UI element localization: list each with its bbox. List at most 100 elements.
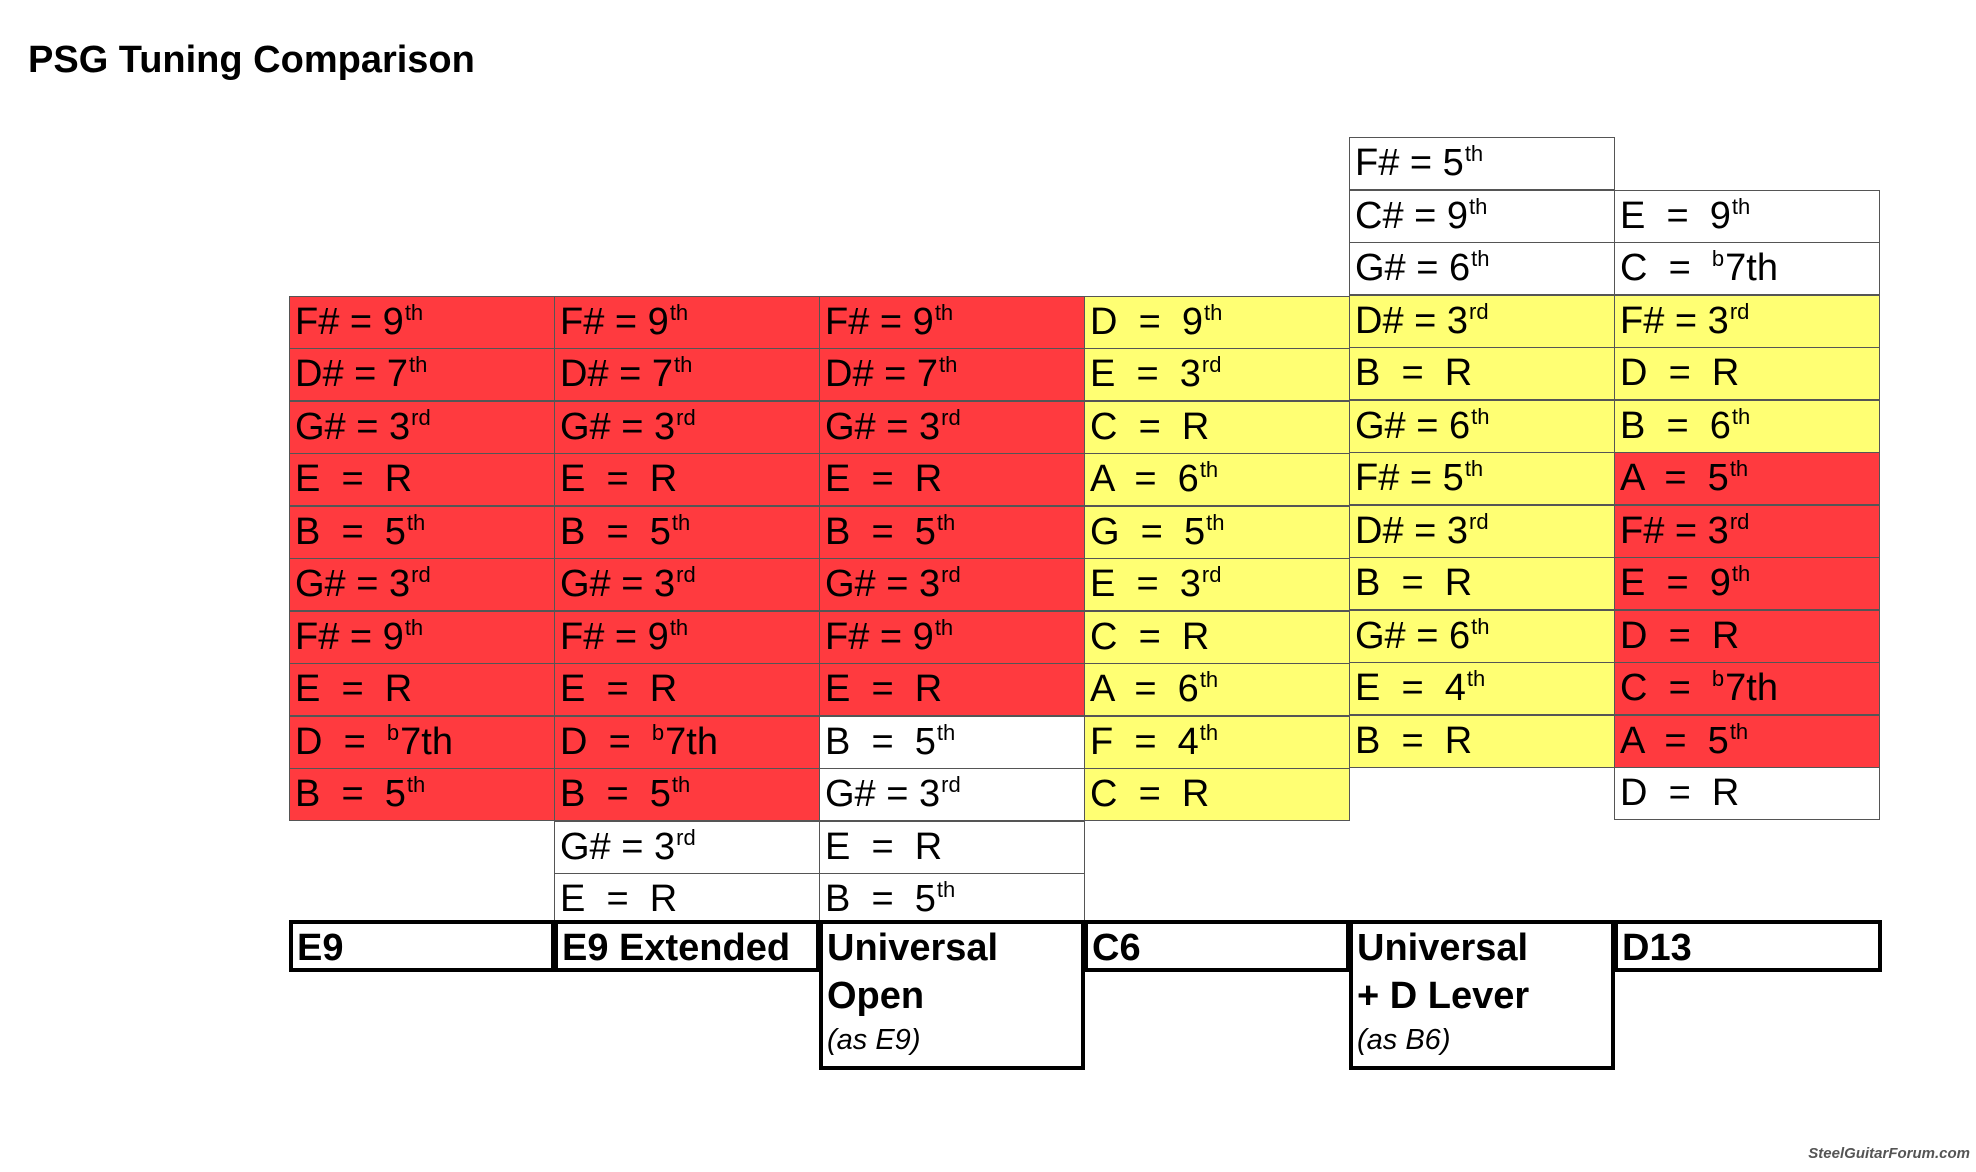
- ordinal-suffix: th: [1731, 403, 1751, 429]
- tuning-cell: C = b7th: [1614, 662, 1880, 715]
- note-name: E: [1620, 562, 1646, 604]
- ordinal-suffix: th: [669, 299, 689, 325]
- tuning-note: (as E9): [827, 1024, 921, 1056]
- interval-degree: 6: [1449, 614, 1471, 657]
- tuning-cell: E = 9th: [1614, 189, 1880, 243]
- interval-degree: 5: [1442, 142, 1464, 184]
- equals-separator: =: [1380, 352, 1445, 394]
- equals-separator: =: [1113, 458, 1178, 500]
- tuning-cell: G# = 3rd: [819, 400, 1085, 454]
- tuning-cell: G# = 6th: [1349, 242, 1615, 295]
- tuning-label: C6: [1084, 920, 1350, 972]
- ordinal-suffix: th: [406, 509, 426, 535]
- equals-separator: =: [322, 720, 387, 763]
- tuning-cell: G# = 3rd: [289, 558, 555, 611]
- interval-degree: R: [914, 825, 943, 868]
- equals-separator: =: [873, 353, 917, 395]
- note-name: D: [1620, 614, 1648, 657]
- interval-degree: R: [1181, 405, 1210, 448]
- ordinal-suffix: th: [671, 509, 691, 535]
- tuning-cell: G# = 3rd: [554, 558, 820, 611]
- tuning-cell: D# = 7th: [289, 348, 555, 401]
- tuning-cell: F# = 3rd: [1614, 504, 1880, 558]
- equals-separator: =: [339, 300, 383, 343]
- interval-degree: 6: [1709, 404, 1731, 447]
- tuning-cell: D = R: [1614, 767, 1880, 820]
- tuning-label: E9: [289, 920, 555, 972]
- flat-symbol: b: [651, 719, 665, 745]
- equals-separator: =: [343, 353, 387, 395]
- note-name: F#: [1620, 299, 1665, 342]
- equals-separator: =: [610, 405, 655, 448]
- tuning-cell: C = R: [1084, 768, 1350, 821]
- equals-separator: =: [320, 510, 385, 553]
- interval-degree: 3: [654, 563, 676, 605]
- note-name: G#: [1355, 614, 1406, 657]
- interval-degree: 3: [1179, 353, 1201, 395]
- interval-degree: 3: [1446, 299, 1469, 342]
- note-name: C: [1620, 667, 1648, 709]
- equals-separator: =: [850, 825, 915, 868]
- equals-separator: =: [320, 668, 385, 710]
- interval-degree: 3: [919, 405, 941, 448]
- interval-degree: R: [1444, 352, 1473, 394]
- note-name: F#: [825, 300, 870, 343]
- tuning-name: Universal Open: [827, 927, 999, 1017]
- interval-degree: 9: [382, 300, 404, 343]
- equals-separator: =: [1647, 614, 1712, 657]
- ordinal-suffix: th: [934, 299, 954, 325]
- equals-separator: =: [1403, 194, 1447, 237]
- interval-degree: 9: [647, 300, 669, 343]
- equals-separator: =: [1643, 457, 1708, 499]
- interval-degree: 3: [1446, 509, 1469, 552]
- interval-degree: 3: [1707, 509, 1729, 552]
- ordinal-suffix: th: [939, 352, 958, 377]
- tuning-cell: B = R: [1349, 557, 1615, 610]
- ordinal-suffix: rd: [941, 562, 961, 587]
- equals-separator: =: [1399, 142, 1443, 184]
- note-name: B: [1355, 719, 1381, 762]
- tuning-cell: A = 6th: [1084, 663, 1350, 716]
- note-name: E: [560, 878, 586, 920]
- tuning-cell: G# = 6th: [1349, 399, 1615, 453]
- interval-degree: 9: [1181, 300, 1204, 343]
- interval-degree: 4: [1444, 667, 1466, 709]
- tuning-cell: E = 3rd: [1084, 348, 1350, 401]
- equals-separator: =: [1647, 667, 1712, 709]
- interval-degree: 9: [382, 615, 404, 658]
- equals-separator: =: [1647, 772, 1712, 814]
- tuning-cell: G# = 3rd: [289, 400, 555, 454]
- interval-degree: R: [1711, 352, 1740, 394]
- ordinal-suffix: th: [1731, 193, 1751, 219]
- note-name: E: [560, 458, 586, 500]
- tuning-cell: G# = 3rd: [554, 400, 820, 454]
- interval-degree: R: [914, 668, 943, 710]
- ordinal-suffix: th: [936, 509, 956, 535]
- note-name: E: [825, 825, 851, 868]
- note-name: A: [1620, 719, 1644, 762]
- interval-degree: 3: [654, 405, 676, 448]
- note-name: B: [295, 510, 321, 553]
- ordinal-suffix: th: [406, 772, 426, 797]
- equals-separator: =: [345, 405, 390, 448]
- tuning-cell: A = 5th: [1614, 452, 1880, 505]
- note-name: G#: [560, 563, 611, 605]
- tuning-name: Universal + D Lever: [1357, 927, 1530, 1017]
- equals-separator: =: [850, 668, 915, 710]
- interval-degree: R: [914, 458, 943, 500]
- equals-separator: =: [1113, 668, 1178, 710]
- tuning-cell: D# = 3rd: [1349, 294, 1615, 348]
- equals-separator: =: [1664, 509, 1708, 552]
- equals-separator: =: [875, 773, 920, 815]
- tuning-cell: D = 9th: [1084, 295, 1350, 349]
- equals-separator: =: [585, 668, 650, 710]
- interval-degree: 5: [1707, 719, 1729, 762]
- tuning-cell: D = R: [1614, 609, 1880, 663]
- tuning-cell: F# = 9th: [819, 295, 1085, 349]
- note-name: E: [295, 458, 321, 500]
- ordinal-suffix: th: [1729, 718, 1749, 744]
- note-name: D: [1620, 772, 1648, 814]
- tuning-cell: E = 9th: [1614, 557, 1880, 610]
- interval-degree: 7th: [665, 720, 718, 763]
- note-name: B: [295, 773, 321, 815]
